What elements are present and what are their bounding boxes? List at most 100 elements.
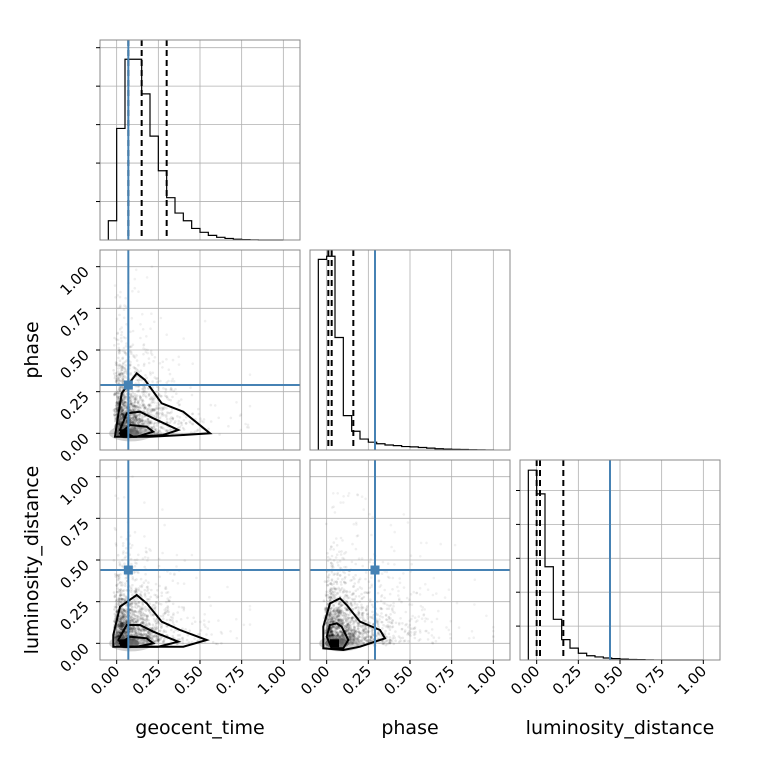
- sample-point: [134, 415, 137, 419]
- sample-point: [116, 397, 120, 400]
- sample-point: [362, 638, 365, 641]
- sample-point: [202, 418, 206, 421]
- sample-point: [135, 397, 138, 400]
- sample-point: [175, 553, 179, 557]
- sample-point: [122, 410, 125, 413]
- sample-point: [147, 622, 151, 625]
- sample-point: [121, 403, 125, 407]
- sample-point: [182, 337, 185, 340]
- sample-point: [142, 422, 145, 426]
- sample-point: [332, 541, 336, 544]
- sample-point: [177, 605, 181, 609]
- panel-2d-phase-vs-geocent-time: [99, 249, 301, 451]
- sample-point: [121, 542, 125, 545]
- sample-point: [336, 592, 340, 595]
- sample-point: [117, 372, 121, 376]
- sample-point: [148, 408, 152, 412]
- sample-point: [238, 414, 242, 418]
- sample-point: [397, 589, 400, 593]
- sample-point: [123, 423, 127, 426]
- sample-point: [152, 359, 155, 363]
- sample-point: [371, 610, 374, 614]
- sample-point: [150, 408, 153, 412]
- sample-point: [343, 565, 346, 569]
- sample-point: [114, 602, 118, 606]
- sample-point: [116, 294, 120, 297]
- sample-point: [164, 585, 168, 589]
- sample-point: [151, 604, 155, 607]
- sample-point: [141, 328, 145, 331]
- sample-point: [139, 418, 142, 421]
- truth-marker: [123, 565, 133, 575]
- sample-point: [407, 639, 410, 643]
- sample-point: [143, 421, 146, 425]
- y-tick-label-phase: 0.25: [56, 388, 92, 424]
- sample-point: [360, 611, 364, 615]
- sample-point: [361, 614, 365, 618]
- sample-point: [338, 550, 341, 554]
- sample-point: [404, 610, 408, 614]
- sample-point: [134, 415, 138, 418]
- sample-point: [385, 618, 389, 622]
- sample-point: [178, 425, 182, 429]
- sample-point: [122, 336, 126, 339]
- sample-point: [133, 565, 137, 568]
- sample-point: [193, 620, 197, 623]
- sample-point: [330, 545, 333, 548]
- sample-point: [393, 530, 397, 534]
- axis-ticks: 0.00 0.25 0.50 0.75 1.00 0.00 0.25 0.50 0.75 1.00…: [56, 47, 710, 698]
- sample-point: [203, 319, 207, 323]
- sample-point: [340, 550, 343, 553]
- sample-point: [121, 416, 124, 419]
- sample-point: [121, 426, 125, 429]
- sample-point: [423, 620, 427, 623]
- sample-point: [138, 431, 142, 435]
- sample-point: [210, 633, 213, 636]
- sample-point: [141, 399, 145, 403]
- sample-point: [396, 585, 399, 589]
- x-tick-label-phase: 0.75: [422, 662, 458, 698]
- sample-point: [170, 379, 173, 383]
- sample-point: [122, 392, 126, 396]
- x-tick-label-phase: 0.50: [380, 662, 416, 698]
- sample-point: [133, 356, 137, 359]
- sample-point: [350, 560, 354, 564]
- sample-point: [131, 407, 135, 411]
- sample-point: [401, 636, 405, 640]
- sample-point: [114, 417, 117, 421]
- sample-point: [129, 400, 132, 404]
- sample-point: [118, 349, 121, 352]
- sample-point: [117, 364, 120, 368]
- x-tick-label-geocent_time: 0.00: [87, 662, 123, 698]
- sample-point: [138, 403, 142, 407]
- sample-point: [122, 413, 125, 417]
- sample-point: [122, 316, 126, 320]
- sample-point: [182, 607, 186, 610]
- sample-point: [118, 564, 122, 567]
- sample-point: [394, 621, 398, 625]
- panel-frame: [309, 249, 511, 451]
- histogram-phase: [317, 255, 494, 451]
- sample-point: [131, 404, 134, 408]
- sample-point: [360, 495, 364, 499]
- sample-point: [138, 405, 141, 409]
- sample-point: [342, 617, 346, 620]
- sample-point: [328, 557, 332, 561]
- sample-point: [171, 395, 174, 399]
- sample-point: [172, 380, 176, 383]
- sample-point: [161, 360, 165, 364]
- sample-point: [184, 416, 188, 419]
- sample-point: [157, 557, 161, 561]
- sample-point: [467, 637, 471, 640]
- sample-point: [339, 553, 343, 556]
- sample-point: [123, 562, 126, 565]
- sample-point: [370, 585, 373, 588]
- sample-point: [121, 357, 124, 361]
- sample-point: [130, 413, 134, 416]
- sample-point: [135, 558, 139, 561]
- sample-point: [419, 541, 423, 545]
- sample-point: [118, 372, 121, 376]
- sample-point: [226, 585, 229, 589]
- y-tick-label-phase: 1.00: [56, 263, 92, 299]
